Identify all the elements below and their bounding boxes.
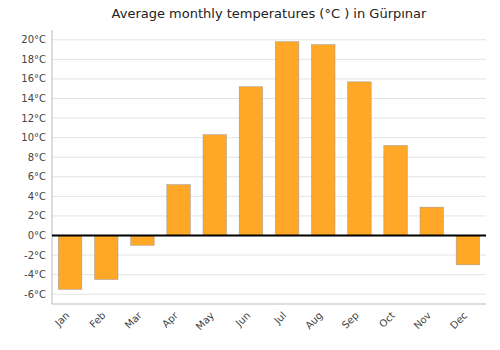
y-tick-label: 0°C	[28, 230, 46, 241]
y-grid-line	[52, 176, 486, 177]
bar	[131, 236, 155, 246]
x-tick-label: Jul	[271, 310, 288, 327]
bar	[384, 145, 408, 235]
y-grid-line	[52, 235, 486, 236]
grid	[52, 40, 486, 294]
bar	[348, 82, 372, 236]
y-grid-line	[52, 137, 486, 138]
bar	[275, 42, 299, 236]
y-tick-label: 14°C	[21, 93, 46, 104]
y-grid-line	[52, 157, 486, 158]
y-tick-label: 8°C	[28, 152, 46, 163]
bar	[456, 236, 480, 265]
x-tick-label: Dec	[448, 310, 469, 331]
bar	[420, 207, 444, 235]
y-grid-line	[52, 196, 486, 197]
bar	[203, 135, 227, 236]
x-tick-label: Sep	[340, 310, 361, 331]
y-tick-label: 18°C	[21, 54, 46, 65]
chart: Average monthly temperatures (°C ) in Gü…	[0, 0, 500, 350]
y-grid-line	[52, 78, 486, 79]
y-tick-label: 4°C	[28, 191, 46, 202]
y-tick-label: -4°C	[24, 269, 46, 280]
x-tick-label: Oct	[377, 310, 397, 330]
y-axis-line	[52, 30, 53, 304]
title: Average monthly temperatures (°C ) in Gü…	[112, 6, 427, 21]
x-tick-label: May	[194, 310, 216, 332]
zero-line	[52, 235, 486, 237]
y-grid-line	[52, 39, 486, 40]
x-axis-line	[52, 304, 486, 305]
y-grid-line	[52, 118, 486, 119]
y-tick-label: 20°C	[21, 34, 46, 45]
x-tick-label: Apr	[160, 309, 181, 330]
y-grid-line	[52, 294, 486, 295]
y-tick-label: 10°C	[21, 132, 46, 143]
y-tick-label: -2°C	[24, 250, 46, 261]
x-tick-label: Mar	[123, 309, 145, 331]
bar	[167, 185, 191, 236]
bars	[52, 42, 486, 290]
x-tick-label: Jan	[52, 310, 71, 329]
y-tick-label: 16°C	[21, 73, 46, 84]
bar	[239, 87, 263, 236]
bar	[311, 45, 335, 236]
y-grid-line	[52, 59, 486, 60]
bar	[58, 236, 82, 290]
x-tick-label: Nov	[412, 310, 434, 332]
x-tick-label: Feb	[87, 310, 107, 330]
y-grid-line	[52, 98, 486, 99]
y-tick-label: -6°C	[24, 289, 46, 300]
y-tick-label: 12°C	[21, 113, 46, 124]
y-tick-label: 6°C	[28, 171, 46, 182]
x-tick-label: Aug	[303, 310, 325, 332]
bar	[94, 236, 118, 280]
x-tick-label: Jun	[233, 310, 253, 330]
y-tick-label: 2°C	[28, 210, 46, 221]
chart-container: Average monthly temperatures (°C ) in Gü…	[0, 0, 500, 350]
